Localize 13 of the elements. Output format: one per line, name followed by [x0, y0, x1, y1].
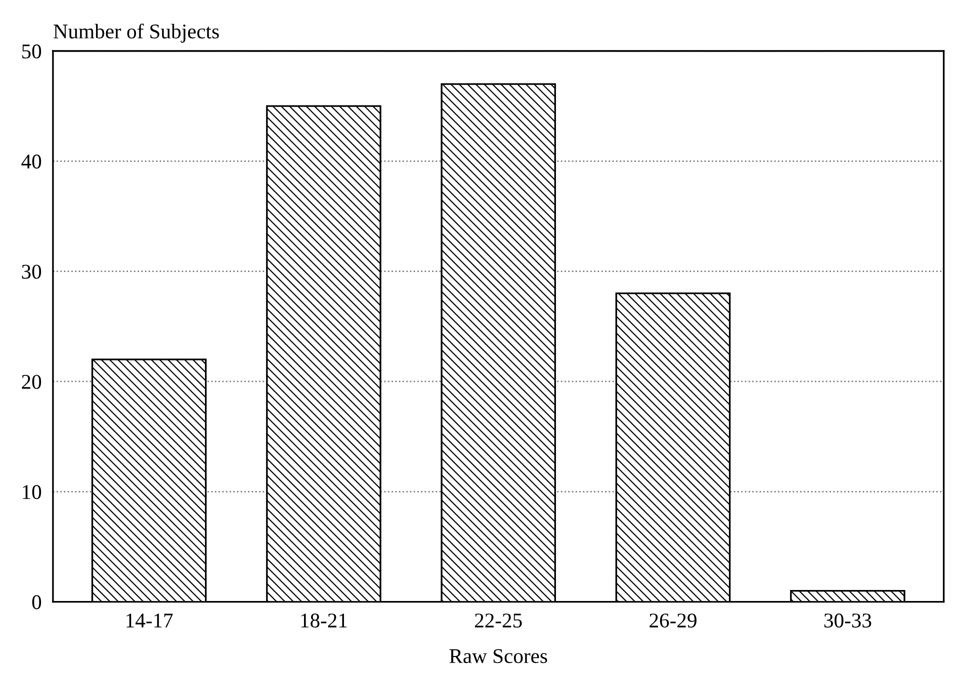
x-tick-label: 26-29: [650, 614, 696, 628]
x-axis-title: Raw Scores: [449, 649, 548, 664]
y-tick-label: 40: [21, 154, 42, 169]
x-tick-label: 30-33: [824, 614, 872, 628]
y-tick-label: 20: [22, 374, 42, 389]
y-tick-label: 30: [22, 264, 42, 279]
x-tick-label: 18-21: [301, 614, 347, 628]
y-tick-label: 10: [22, 485, 42, 500]
y-axis-title: Number of Subjects: [54, 24, 219, 43]
x-tick-label: 14-17: [126, 614, 173, 628]
y-tick-label: 0: [32, 595, 42, 610]
y-tick-label: 50: [22, 44, 42, 58]
x-tick-label: 22-25: [474, 614, 522, 628]
